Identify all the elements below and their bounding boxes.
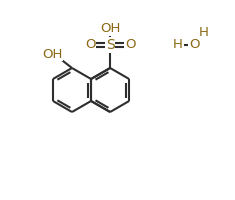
Text: O: O	[85, 38, 95, 51]
Text: OH: OH	[42, 47, 62, 60]
Text: O: O	[125, 38, 135, 51]
Text: H: H	[199, 25, 209, 38]
Text: O: O	[189, 38, 199, 51]
Text: H: H	[173, 38, 183, 51]
Text: S: S	[106, 38, 114, 52]
Text: OH: OH	[100, 22, 120, 36]
